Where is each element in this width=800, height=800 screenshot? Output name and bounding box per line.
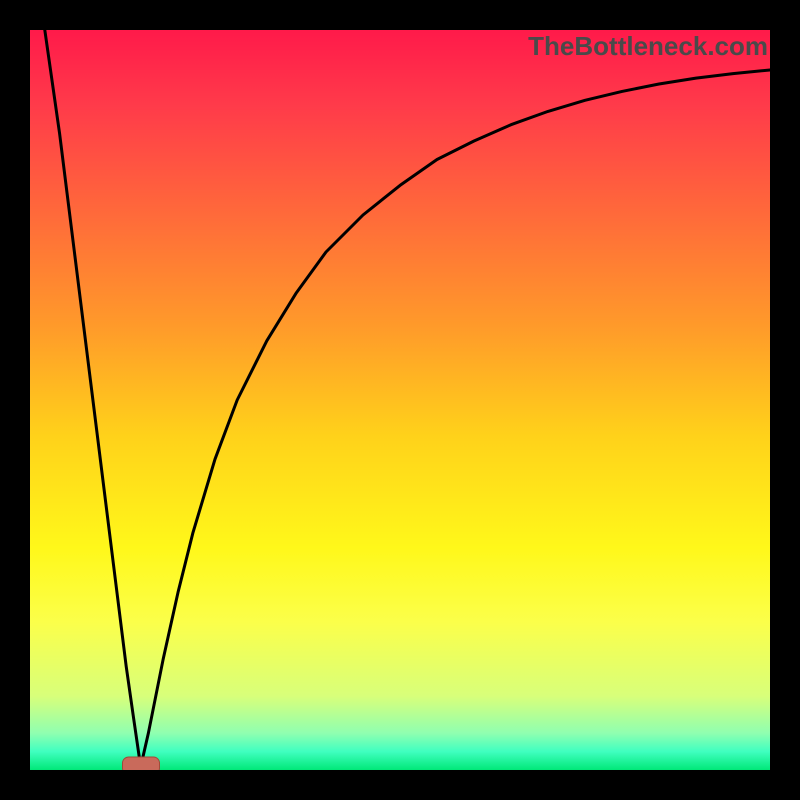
chart-svg (30, 30, 770, 770)
gradient-background (30, 30, 770, 770)
plot-area (30, 30, 770, 770)
chart-frame: TheBottleneck.com (0, 0, 800, 800)
watermark-text: TheBottleneck.com (528, 31, 768, 62)
optimum-marker (123, 757, 160, 770)
